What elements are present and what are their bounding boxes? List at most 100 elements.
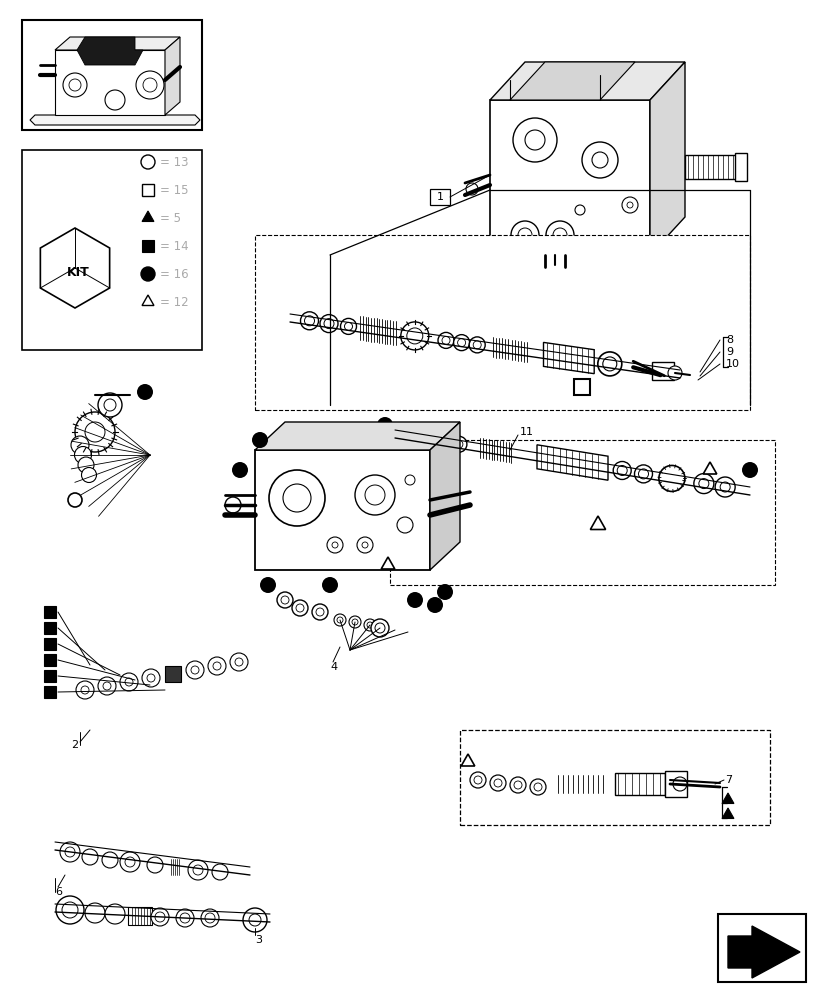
Bar [652, 362, 674, 380]
Circle shape [176, 909, 194, 927]
Circle shape [581, 142, 617, 178]
Bar [664, 771, 686, 797]
Circle shape [201, 909, 218, 927]
Text: = 14: = 14 [160, 239, 189, 252]
Polygon shape [461, 754, 474, 766]
Polygon shape [165, 37, 179, 115]
Circle shape [186, 661, 203, 679]
Polygon shape [649, 62, 684, 255]
Circle shape [513, 118, 557, 162]
Circle shape [333, 614, 346, 626]
Bar [44, 638, 56, 650]
Circle shape [490, 775, 505, 791]
Circle shape [613, 461, 630, 479]
Bar [684, 155, 739, 179]
Circle shape [125, 857, 135, 867]
Circle shape [283, 484, 311, 512]
Circle shape [120, 852, 140, 872]
Circle shape [364, 619, 375, 631]
Circle shape [472, 341, 480, 349]
Circle shape [277, 592, 293, 608]
Circle shape [408, 429, 423, 445]
Circle shape [295, 604, 304, 612]
Bar [255, 235, 749, 410]
Circle shape [85, 903, 105, 923]
Circle shape [71, 436, 88, 454]
Circle shape [621, 197, 638, 213]
Polygon shape [142, 295, 154, 306]
Bar [44, 606, 56, 618]
Circle shape [454, 440, 462, 448]
Circle shape [225, 497, 241, 513]
Circle shape [143, 78, 157, 92]
Circle shape [68, 493, 82, 507]
Circle shape [672, 777, 686, 791]
Bar [717, 914, 805, 982]
Circle shape [332, 542, 337, 548]
Circle shape [514, 781, 521, 789]
Text: 1: 1 [436, 192, 443, 202]
Circle shape [319, 315, 337, 333]
Circle shape [85, 422, 105, 442]
Circle shape [208, 657, 226, 675]
Circle shape [602, 357, 616, 371]
Circle shape [400, 322, 428, 350]
Circle shape [242, 908, 266, 932]
Circle shape [292, 600, 308, 616]
Circle shape [102, 852, 118, 868]
Circle shape [82, 849, 98, 865]
Circle shape [104, 399, 116, 411]
Circle shape [151, 908, 169, 926]
Circle shape [188, 860, 208, 880]
Bar [44, 686, 56, 698]
Circle shape [693, 474, 713, 494]
Circle shape [510, 221, 538, 249]
Circle shape [147, 674, 155, 682]
Circle shape [375, 623, 385, 633]
Circle shape [316, 608, 323, 616]
Bar [141, 240, 154, 252]
Circle shape [591, 152, 607, 168]
Polygon shape [55, 50, 165, 115]
Circle shape [741, 462, 757, 478]
Bar [44, 670, 56, 682]
Bar [390, 440, 774, 585]
Polygon shape [490, 62, 684, 100]
Circle shape [304, 316, 314, 326]
Text: = 12: = 12 [160, 296, 189, 308]
Circle shape [715, 477, 734, 497]
Circle shape [574, 205, 585, 215]
Circle shape [251, 432, 268, 448]
Circle shape [147, 857, 163, 873]
Bar [255, 450, 429, 570]
Polygon shape [537, 445, 607, 480]
Circle shape [81, 686, 88, 694]
Circle shape [141, 669, 160, 687]
Circle shape [280, 596, 289, 604]
Circle shape [323, 319, 333, 329]
Circle shape [191, 666, 198, 674]
Circle shape [76, 681, 94, 699]
Circle shape [340, 318, 356, 334]
Polygon shape [509, 62, 634, 100]
Circle shape [616, 465, 626, 475]
Circle shape [433, 437, 441, 445]
Circle shape [105, 904, 125, 924]
Text: 3: 3 [255, 935, 261, 945]
Bar [429, 189, 449, 205]
Circle shape [75, 412, 115, 452]
Circle shape [213, 662, 221, 670]
Text: KIT: KIT [66, 266, 89, 279]
Circle shape [136, 384, 153, 400]
Circle shape [470, 772, 485, 788]
Circle shape [312, 604, 327, 620]
Circle shape [518, 228, 532, 242]
Circle shape [74, 446, 92, 464]
Circle shape [56, 896, 84, 924]
Circle shape [81, 468, 97, 483]
Circle shape [365, 485, 385, 505]
Circle shape [361, 542, 367, 548]
Polygon shape [30, 115, 200, 125]
Polygon shape [543, 342, 594, 374]
Circle shape [120, 673, 138, 691]
